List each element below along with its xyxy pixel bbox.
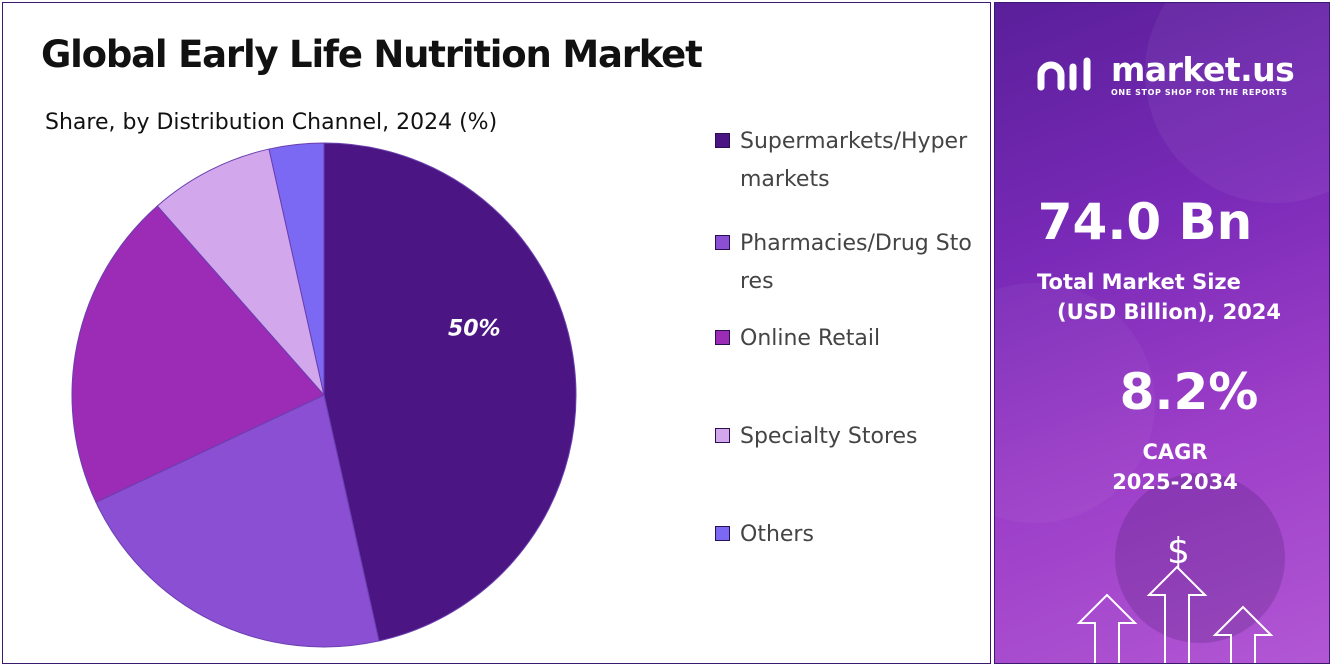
legend-swatch [715, 133, 730, 148]
brand-logo: market.us ONE STOP SHOP FOR THE REPORTS [1035, 50, 1295, 97]
legend-swatch [715, 526, 730, 541]
cagr-value: 8.2% [1119, 363, 1259, 421]
pie-chart: 50% [71, 142, 577, 648]
legend-item: Supermarkets/Hypermarkets [715, 123, 985, 199]
legend-item: Others [715, 516, 985, 554]
logo-tagline: ONE STOP SHOP FOR THE REPORTS [1111, 88, 1288, 97]
legend-label: Online Retail [740, 326, 881, 351]
legend-item: Pharmacies/Drug Stores [715, 225, 985, 301]
legend-swatch [715, 428, 730, 443]
growth-arrow-icon [1076, 593, 1138, 663]
market-size-unit: (USD Billion), 2024 [1057, 300, 1282, 324]
cagr-period: 2025-2034 [1112, 470, 1238, 494]
growth-arrow-icon [1212, 605, 1274, 663]
legend-label: Pharmacies/Drug Stores [740, 231, 972, 294]
chart-panel: Global Early Life Nutrition Market Share… [2, 2, 991, 664]
pie-slice-pharmacies-drug-stores [95, 394, 380, 648]
legend-item: Online Retail [715, 320, 985, 358]
legend-label: Others [740, 522, 814, 547]
background-shape [1145, 3, 1329, 203]
legend-swatch [715, 330, 730, 345]
logo-icon [1037, 57, 1091, 91]
summary-panel: market.us ONE STOP SHOP FOR THE REPORTS … [994, 2, 1330, 664]
background-shape [1115, 473, 1285, 643]
legend-swatch [715, 235, 730, 250]
pie-slice-others [268, 142, 325, 396]
logo-text: market.us [1111, 50, 1295, 89]
growth-arrow-icon [1146, 565, 1208, 663]
dollar-icon: $ [1167, 531, 1190, 572]
chart-subtitle: Share, by Distribution Channel, 2024 (%) [45, 110, 498, 135]
legend-item: Specialty Stores [715, 418, 985, 456]
pie-data-label: 50% [448, 316, 501, 341]
chart-title: Global Early Life Nutrition Market [41, 33, 703, 76]
market-size-label: Total Market Size [1037, 270, 1241, 294]
pie-slice-online-retail [71, 205, 325, 503]
market-size-value: 74.0 Bn [1037, 193, 1253, 251]
cagr-label: CAGR [1142, 440, 1208, 464]
legend-label: Supermarkets/Hypermarkets [740, 129, 968, 192]
pie-slice-supermarkets-hypermarkets [323, 142, 577, 642]
legend-label: Specialty Stores [740, 424, 918, 449]
